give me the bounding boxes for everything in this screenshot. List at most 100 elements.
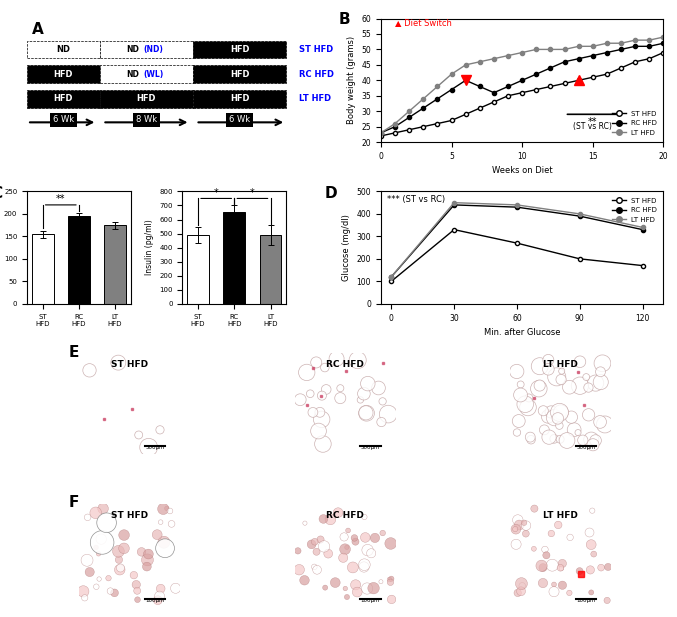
Circle shape (559, 433, 575, 449)
Circle shape (559, 566, 564, 571)
Circle shape (531, 381, 547, 397)
Circle shape (556, 435, 564, 443)
RC HFD (617, 46, 625, 53)
LT HFD (589, 43, 597, 50)
ST HFD (476, 104, 484, 112)
Circle shape (546, 559, 559, 571)
ST HFD (377, 132, 385, 139)
Circle shape (543, 354, 554, 365)
Circle shape (322, 384, 331, 394)
Bar (27, 65, 100, 83)
Circle shape (152, 530, 162, 540)
Circle shape (531, 358, 548, 375)
Circle shape (114, 565, 125, 575)
Text: 100μm: 100μm (576, 598, 596, 603)
ST HFD (419, 123, 427, 130)
LT HFD (433, 83, 441, 90)
RC HFD (504, 83, 512, 90)
LT HFD (518, 49, 526, 56)
Circle shape (596, 367, 605, 377)
Circle shape (552, 413, 564, 424)
Circle shape (525, 432, 536, 442)
Circle shape (593, 375, 609, 389)
Circle shape (565, 411, 577, 423)
Text: B: B (338, 12, 350, 27)
Circle shape (156, 584, 165, 593)
Circle shape (158, 503, 169, 515)
Circle shape (557, 565, 564, 571)
Circle shape (563, 380, 576, 394)
Circle shape (359, 562, 369, 572)
Line: ST HFD: ST HFD (379, 51, 665, 138)
Circle shape (333, 508, 343, 518)
Circle shape (379, 398, 387, 405)
Bar (260, 235, 282, 304)
Circle shape (531, 505, 538, 512)
Circle shape (576, 568, 583, 574)
Circle shape (343, 586, 347, 590)
X-axis label: Weeks on Diet: Weeks on Diet (492, 167, 552, 175)
ST HFD (631, 58, 639, 65)
Circle shape (539, 563, 547, 571)
Circle shape (362, 583, 373, 594)
Circle shape (106, 576, 111, 581)
Circle shape (389, 576, 394, 581)
Circle shape (604, 597, 610, 603)
RC HFD (433, 95, 441, 102)
LT HFD (546, 46, 554, 53)
Circle shape (347, 562, 358, 573)
Circle shape (360, 532, 370, 542)
Circle shape (512, 526, 518, 532)
Circle shape (313, 549, 320, 555)
Circle shape (320, 363, 329, 372)
ST HFD (405, 126, 413, 133)
Circle shape (299, 364, 315, 381)
Circle shape (582, 408, 594, 421)
Circle shape (556, 422, 563, 429)
Text: ND: ND (126, 45, 139, 54)
Circle shape (542, 363, 554, 375)
Circle shape (83, 363, 96, 377)
RC HFD (377, 129, 385, 136)
Circle shape (377, 418, 386, 427)
Circle shape (107, 588, 114, 594)
Circle shape (96, 552, 101, 556)
Circle shape (548, 368, 566, 386)
Circle shape (605, 563, 611, 571)
Circle shape (334, 392, 346, 404)
ST HFD (546, 83, 554, 90)
RC HFD (631, 43, 639, 50)
LT HFD (476, 58, 484, 65)
Circle shape (300, 576, 309, 585)
LT HFD (645, 36, 653, 44)
Circle shape (319, 515, 328, 523)
Circle shape (549, 587, 559, 597)
Circle shape (514, 388, 527, 402)
Circle shape (359, 406, 373, 420)
RC HFD (532, 70, 540, 78)
Circle shape (311, 539, 318, 545)
Bar (32, 234, 53, 304)
LT HFD (490, 55, 498, 62)
Circle shape (598, 565, 605, 571)
Circle shape (546, 410, 563, 426)
Circle shape (93, 545, 98, 550)
Text: (ST vs RC): (ST vs RC) (573, 122, 612, 131)
RC HFD (575, 212, 584, 220)
Text: 100μm: 100μm (361, 598, 380, 603)
Circle shape (372, 381, 385, 395)
Circle shape (515, 520, 524, 530)
Circle shape (329, 351, 344, 366)
Circle shape (97, 503, 108, 514)
LT HFD (638, 224, 647, 231)
RC HFD (589, 52, 597, 59)
Circle shape (380, 530, 385, 536)
Circle shape (517, 381, 524, 388)
ST HFD (391, 129, 399, 136)
Circle shape (325, 514, 336, 525)
Y-axis label: Insulin (pg/ml): Insulin (pg/ml) (145, 220, 154, 275)
Circle shape (171, 583, 181, 594)
Circle shape (156, 539, 175, 558)
Text: 8 Wk: 8 Wk (136, 115, 157, 125)
Circle shape (90, 531, 114, 554)
